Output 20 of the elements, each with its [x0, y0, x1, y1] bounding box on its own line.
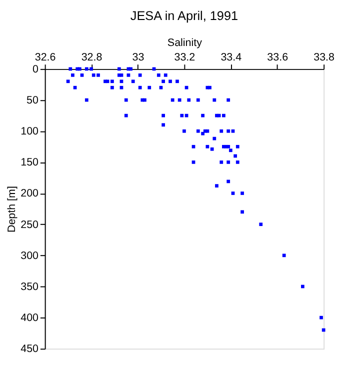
- y-tick-label: 100: [20, 126, 39, 138]
- x-tick-label: 33.4: [220, 52, 242, 64]
- y-tick-label: 450: [20, 343, 39, 356]
- y-tick-label: 200: [20, 188, 39, 200]
- y-axis-title: Depth [m]: [6, 186, 18, 233]
- y-tick-label: 400: [20, 312, 39, 324]
- x-tick-label: 33.6: [267, 52, 288, 64]
- y-tick-label: 50: [26, 94, 39, 106]
- y-tick-label: 250: [20, 218, 39, 231]
- chart-title: JESA in April, 1991: [130, 9, 238, 24]
- y-tick-label: 350: [20, 280, 39, 293]
- y-tick-label: 150: [20, 156, 39, 169]
- x-tick-label: 33.8: [314, 52, 335, 64]
- x-tick-label: 32.8: [81, 52, 102, 64]
- x-tick-label: 33: [132, 52, 144, 64]
- y-tick-label: 300: [20, 250, 39, 262]
- y-tick-label: 0: [32, 63, 39, 76]
- x-tick-label: 32.6: [34, 52, 56, 64]
- x-axis-title: Salinity: [167, 37, 203, 50]
- x-tick-label: 33.2: [174, 52, 196, 64]
